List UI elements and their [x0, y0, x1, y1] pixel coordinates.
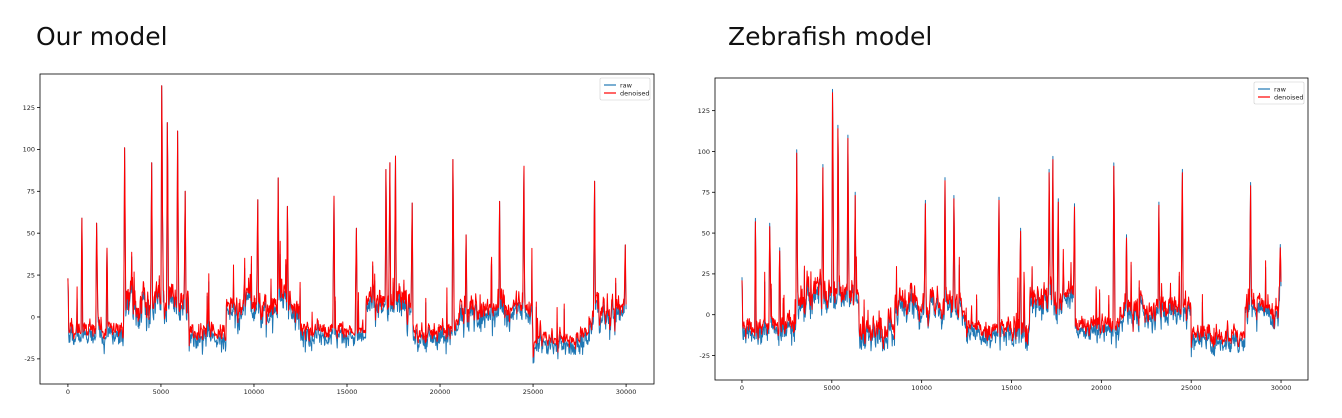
- series-line-denoised: [741, 92, 1282, 350]
- x-tick-label: 15000: [337, 388, 358, 396]
- y-tick-label: 50: [702, 229, 710, 237]
- y-tick-label: 125: [23, 104, 35, 112]
- x-tick-label: 25000: [1181, 384, 1202, 392]
- line-chart-zebrafish-model: 0 5000 10000 15000 20000 25000 30000 -25 0 25 50 75…: [698, 77, 1309, 392]
- x-tick-label: 15000: [1001, 384, 1022, 392]
- x-tick-label: 20000: [1091, 384, 1112, 392]
- x-tick-label: 5000: [824, 384, 841, 392]
- chart-title-zebrafish-model: Zebrafish model: [728, 22, 933, 51]
- x-tick-label: 10000: [244, 388, 265, 396]
- legend-label-denoised: denoised: [1274, 93, 1304, 101]
- legend-label-raw: raw: [620, 81, 633, 89]
- x-tick-label: 30000: [616, 388, 637, 396]
- legend-label-denoised: denoised: [620, 89, 650, 97]
- y-tick-label: 0: [31, 313, 35, 321]
- y-tick-label: 125: [698, 107, 710, 115]
- y-tick-label: 75: [702, 189, 710, 197]
- y-tick-label: 0: [706, 311, 710, 319]
- x-tick-label: 25000: [523, 388, 544, 396]
- x-tick-label: 0: [66, 388, 70, 396]
- x-tick-label: 10000: [911, 384, 932, 392]
- y-tick-label: 25: [27, 271, 35, 279]
- y-tick-label: 75: [27, 188, 35, 196]
- y-tick-label: 100: [698, 148, 710, 156]
- y-tick-label: 50: [27, 229, 35, 237]
- legend-label-raw: raw: [1274, 85, 1287, 93]
- series-line-denoised: [67, 85, 627, 358]
- line-chart-our-model: 0 5000 10000 15000 20000 25000 30000 -25 0 25 50 75…: [23, 73, 655, 396]
- y-tick-label: -25: [699, 352, 710, 360]
- x-tick-label: 0: [740, 384, 744, 392]
- x-tick-label: 20000: [430, 388, 451, 396]
- y-tick-label: 25: [702, 270, 710, 278]
- x-tick-label: 30000: [1271, 384, 1292, 392]
- chart-title-our-model: Our model: [36, 22, 168, 51]
- y-tick-label: -25: [24, 355, 35, 363]
- y-tick-label: 100: [23, 146, 35, 154]
- x-tick-label: 5000: [153, 388, 170, 396]
